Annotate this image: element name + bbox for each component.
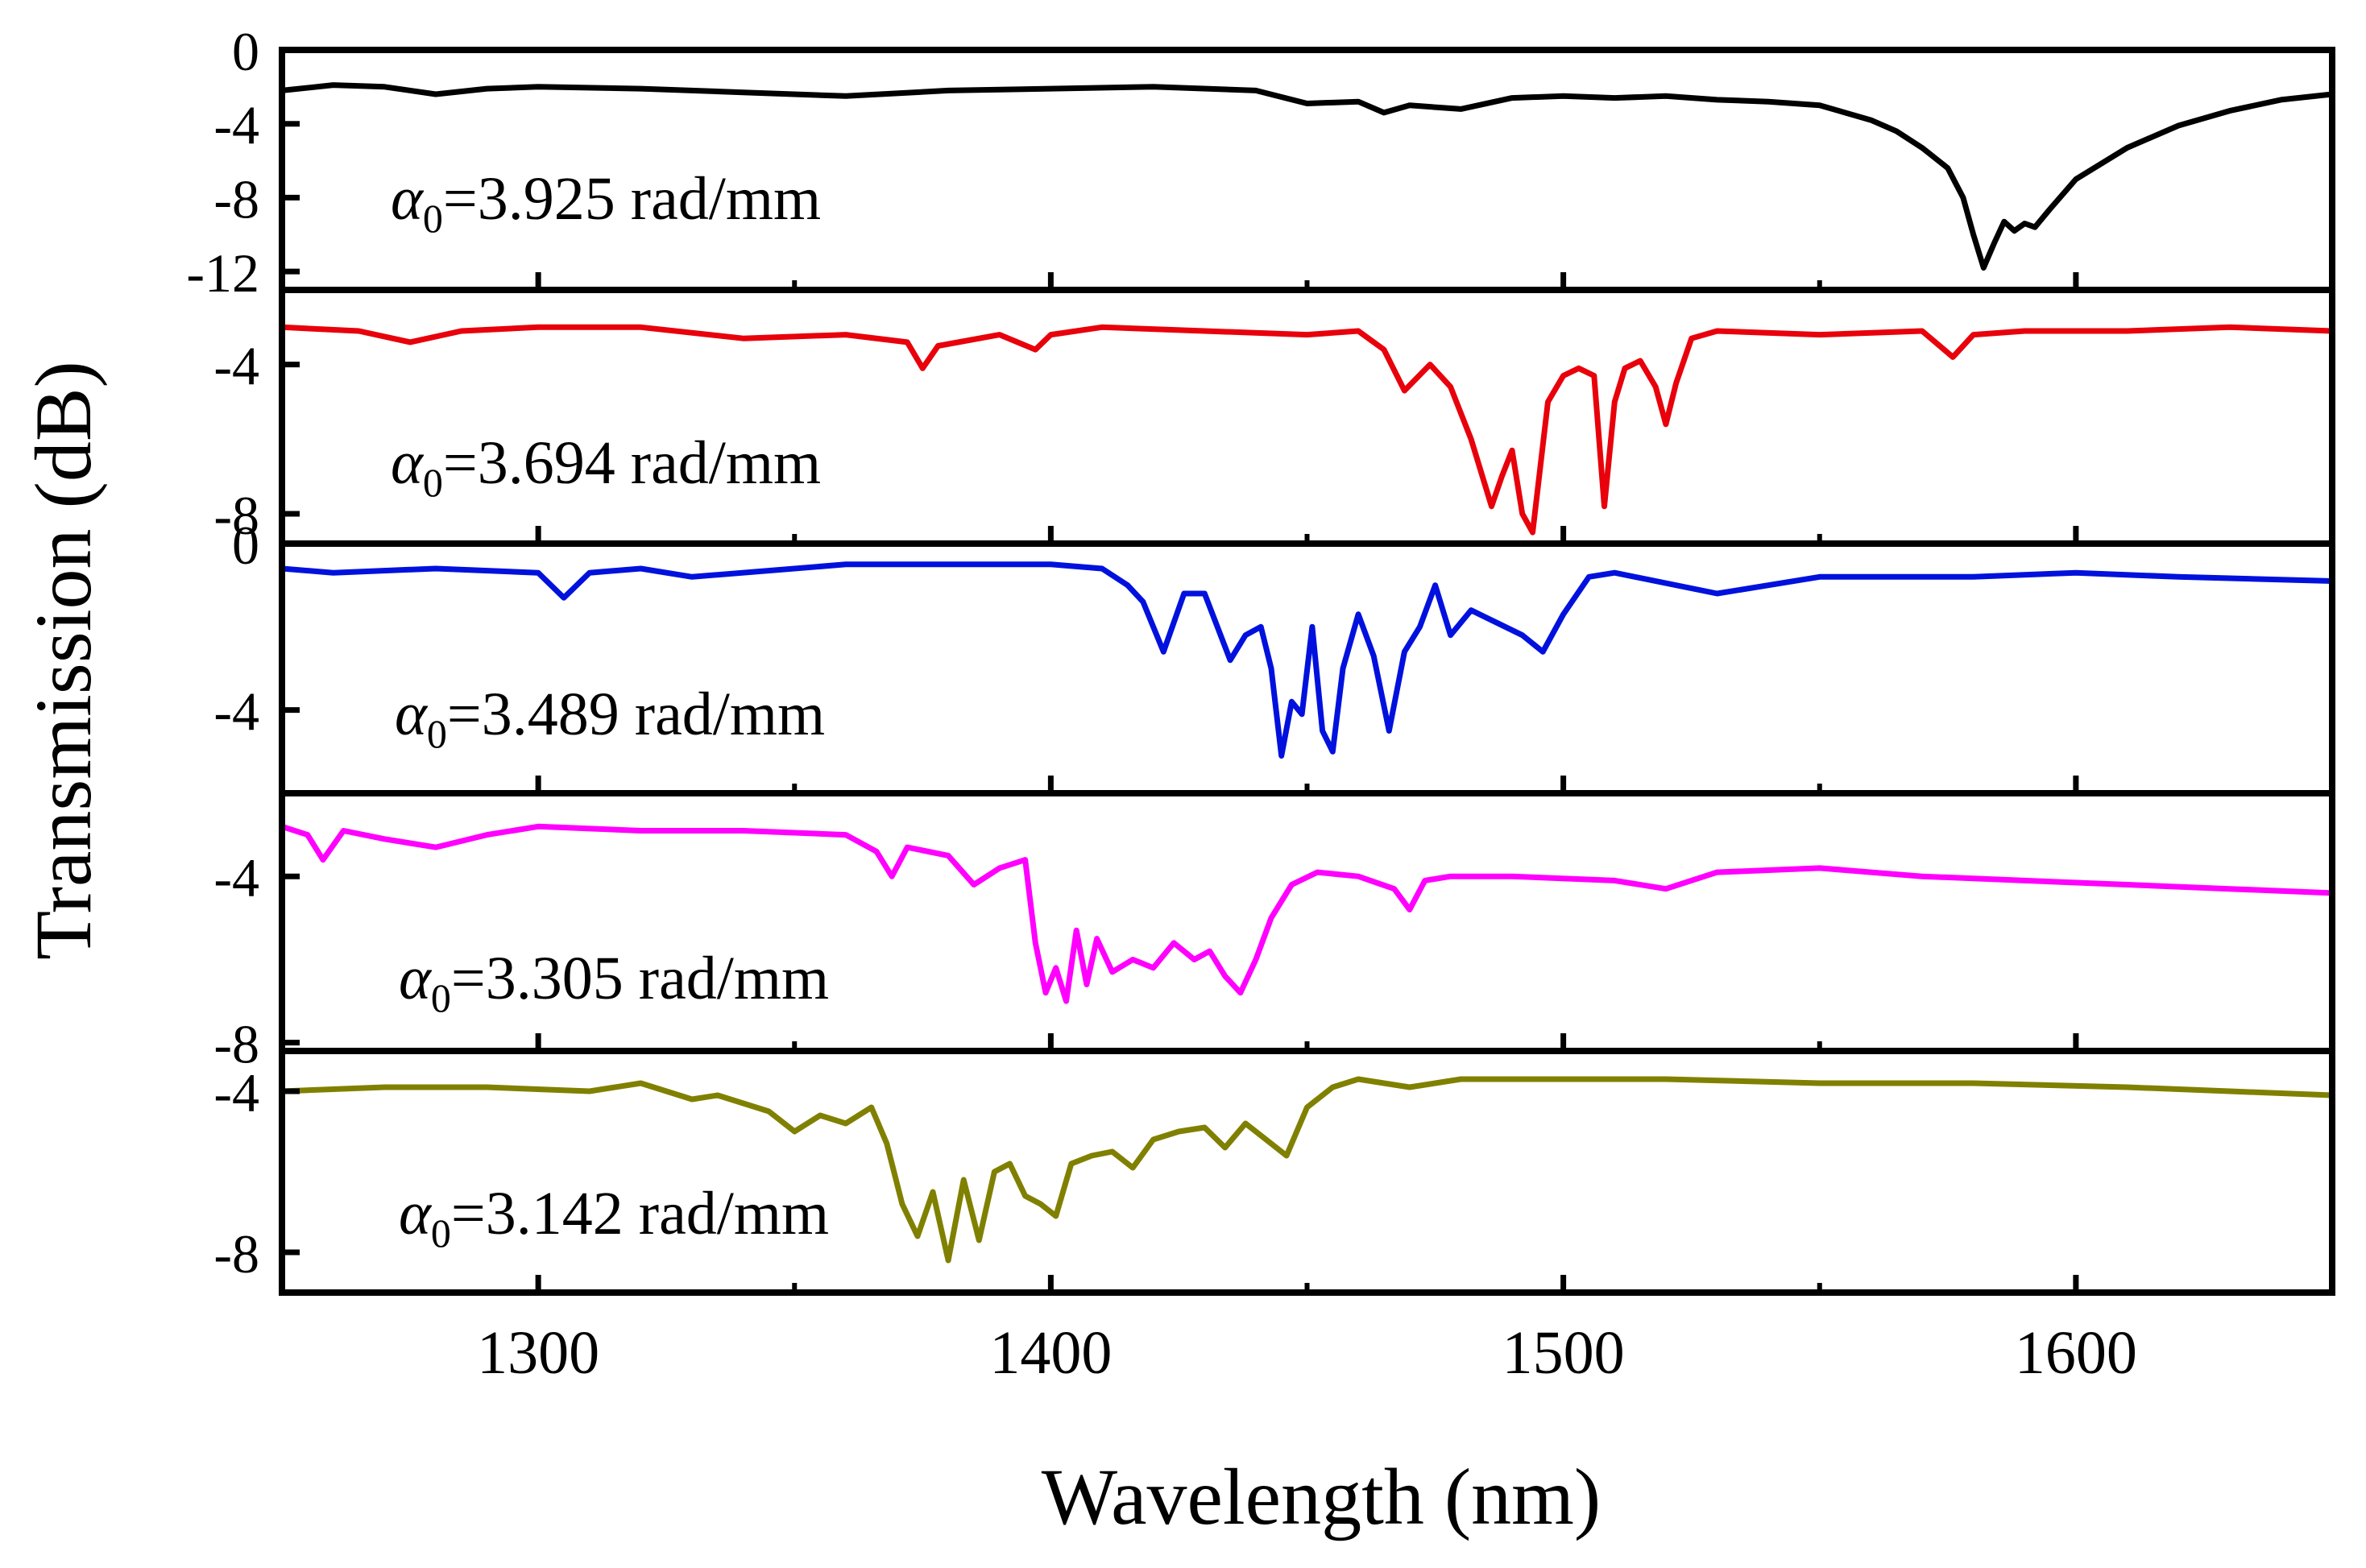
alpha-annotation: α0=3.142 rad/mm: [399, 1180, 829, 1256]
panel-alpha-3.489: 0-4 α0=3.489 rad/mm: [213, 515, 2335, 796]
x-axis-label: Wavelength (nm): [1042, 1452, 1601, 1541]
alpha-subscript: 0: [423, 196, 443, 241]
alpha-annotation: α0=3.925 rad/mm: [391, 165, 821, 241]
x-tick-label: 1600: [2015, 1319, 2137, 1387]
alpha-symbol: α: [395, 681, 429, 748]
y-tick-label: -4: [213, 847, 259, 908]
alpha-value: =3.142 rad/mm: [451, 1180, 829, 1247]
series-line-alpha-3.694: [281, 324, 2333, 536]
panel-alpha-3.694: -4 -8 α0=3.694 rad/mm: [213, 287, 2335, 547]
series-line-alpha-3.305: [280, 823, 2333, 1004]
series-line-alpha-3.925: [281, 82, 2333, 271]
y-tick-label: -12: [186, 242, 259, 304]
x-tick-label: 1400: [989, 1319, 1112, 1387]
alpha-symbol: α: [399, 945, 433, 1012]
alpha-subscript: 0: [423, 460, 443, 505]
alpha-symbol: α: [399, 1180, 433, 1247]
alpha-symbol: α: [391, 429, 425, 497]
alpha-annotation: α0=3.694 rad/mm: [391, 429, 821, 505]
alpha-subscript: 0: [427, 711, 447, 756]
alpha-value: =3.694 rad/mm: [443, 429, 821, 497]
alpha-subscript: 0: [431, 975, 451, 1020]
x-axis: 1300 1400 1500 1600: [477, 1319, 2137, 1387]
series-line-alpha-3.489: [281, 561, 2333, 759]
alpha-symbol: α: [391, 165, 425, 233]
alpha-value: =3.305 rad/mm: [451, 945, 829, 1012]
y-tick-label: -4: [213, 1062, 259, 1123]
y-tick-label: -4: [213, 95, 259, 156]
panel-frame: [279, 790, 2335, 1054]
panel-alpha-3.142: -4 -8 α0=3.142 rad/mm: [213, 1048, 2335, 1296]
y-tick-label: 0: [232, 515, 259, 576]
alpha-annotation: α0=3.489 rad/mm: [395, 681, 825, 756]
x-tick-label: 1500: [1502, 1319, 1625, 1387]
x-tick-label: 1300: [477, 1319, 599, 1387]
panel-alpha-3.305: -4 -8 α0=3.305 rad/mm: [213, 790, 2335, 1075]
y-axis-label: Transmission (dB): [19, 361, 108, 960]
series-line-alpha-3.142: [281, 1076, 2333, 1264]
y-tick-label: -8: [213, 485, 259, 546]
y-tick-label: -8: [213, 168, 259, 230]
alpha-subscript: 0: [431, 1210, 451, 1256]
y-tick-label: -4: [213, 336, 259, 397]
y-tick-label: 0: [232, 21, 259, 82]
alpha-value: =3.925 rad/mm: [443, 165, 821, 233]
y-tick-label: -8: [213, 1014, 259, 1075]
alpha-value: =3.489 rad/mm: [447, 681, 825, 748]
y-tick-label: -4: [213, 681, 259, 743]
y-tick-label: -8: [213, 1223, 259, 1285]
alpha-annotation: α0=3.305 rad/mm: [399, 945, 829, 1020]
